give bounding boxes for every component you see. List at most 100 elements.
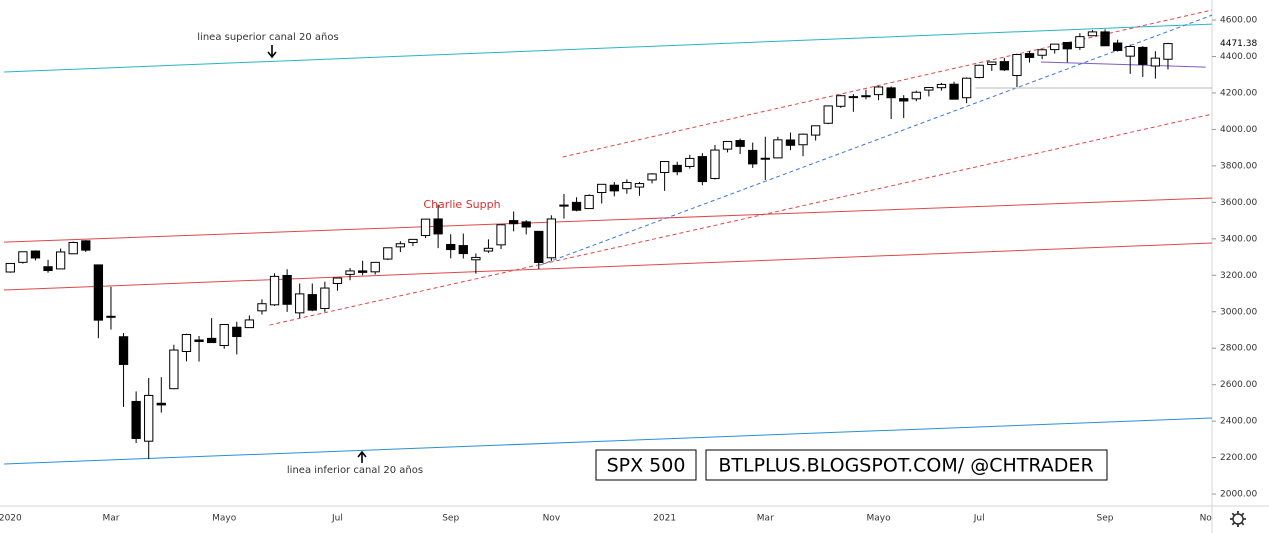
candle-body xyxy=(773,139,783,159)
source: BTLPLUS.BLOGSPOT.COM/ @CHTRADER xyxy=(718,455,1093,477)
candle-body xyxy=(848,96,859,99)
candle-body xyxy=(710,149,720,179)
candle-body xyxy=(144,394,154,442)
annotation: linea superior canal 20 años xyxy=(197,32,338,43)
candle-body xyxy=(1163,43,1173,60)
candle-body xyxy=(370,261,380,273)
x-tick-label: Mar xyxy=(757,514,774,524)
candle-body xyxy=(194,339,204,342)
x-tick-label: Mar xyxy=(102,514,119,524)
candle-body xyxy=(571,201,582,211)
candle-body xyxy=(43,266,53,272)
candle-body xyxy=(810,125,821,136)
candle-body xyxy=(232,326,242,338)
candle-body xyxy=(559,204,569,207)
candle-body xyxy=(534,230,544,264)
candle-body xyxy=(458,245,468,255)
candle-body xyxy=(609,184,619,192)
candle-body xyxy=(5,262,15,273)
x-tick-label: Nov xyxy=(543,514,561,524)
candle-body xyxy=(30,250,41,259)
candle-body xyxy=(68,241,78,255)
candle-body xyxy=(320,287,330,309)
candle-body xyxy=(219,324,229,346)
candle-body xyxy=(974,64,984,78)
trendline xyxy=(3,417,1213,465)
y-tick-label: 2800.00 xyxy=(1220,344,1257,354)
x-tick-label: Sep xyxy=(442,514,459,524)
x-tick-label: Jul xyxy=(331,514,343,524)
candle-body xyxy=(93,264,104,321)
x-tick-label: 2021 xyxy=(653,514,676,524)
candle-body xyxy=(1024,53,1035,58)
candle-body xyxy=(760,157,770,160)
y-tick-label: 2200.00 xyxy=(1220,453,1257,463)
candle-body xyxy=(244,319,255,329)
candle-body xyxy=(722,140,733,150)
candle-body xyxy=(206,337,217,344)
candle-body xyxy=(886,87,896,99)
candle-body xyxy=(672,164,682,173)
candle-body xyxy=(521,221,531,228)
y-tick-label: 2600.00 xyxy=(1220,380,1257,390)
candle-body xyxy=(18,251,28,263)
candle-body xyxy=(1150,57,1161,67)
trendline xyxy=(3,197,1213,243)
candle-body xyxy=(446,243,456,251)
annotation: Charlie Supph xyxy=(423,198,500,211)
candle-body xyxy=(924,87,934,91)
candle-body xyxy=(597,183,607,194)
candle-body xyxy=(546,218,557,259)
plot xyxy=(3,9,1213,465)
candle-body xyxy=(987,61,997,66)
candle-body xyxy=(295,293,305,314)
annotation: linea inferior canal 20 años xyxy=(287,465,423,476)
candle-body xyxy=(1100,31,1110,47)
y-tick-label: 3800.00 xyxy=(1220,161,1257,171)
candle-body xyxy=(433,218,443,235)
arrow-down xyxy=(267,45,277,59)
candle-body xyxy=(961,77,972,99)
candle-body xyxy=(1125,45,1135,57)
candle-body xyxy=(282,274,292,305)
title-box xyxy=(595,449,697,481)
candle-body xyxy=(483,247,494,252)
candle-body xyxy=(357,270,368,273)
y-tick-label: 3200.00 xyxy=(1220,271,1257,281)
candle-body xyxy=(647,173,657,181)
y-tick-label: 3400.00 xyxy=(1220,234,1257,244)
y-tick-label: 3600.00 xyxy=(1220,198,1257,208)
candle-body xyxy=(634,183,645,188)
candle-body xyxy=(622,181,632,190)
candle-body xyxy=(1138,46,1148,65)
candle-body xyxy=(508,220,519,225)
candle-body xyxy=(823,105,833,124)
trendline xyxy=(3,23,1213,73)
candle-body xyxy=(118,336,129,365)
x-tick-label: Mayo xyxy=(866,514,891,524)
candle-body xyxy=(269,275,280,306)
candle-body xyxy=(332,277,343,284)
trendline xyxy=(3,242,1213,291)
y-tick-label: 4200.00 xyxy=(1220,88,1257,98)
candle-body xyxy=(735,140,745,147)
trendline xyxy=(1040,61,1206,68)
candle-body xyxy=(899,98,909,102)
candle-body xyxy=(156,402,166,406)
candle-body xyxy=(55,251,66,270)
candle-body xyxy=(949,83,959,100)
candle-body xyxy=(748,149,758,165)
settings-icon[interactable] xyxy=(1230,511,1246,527)
candle-body xyxy=(861,95,871,98)
candle-body xyxy=(420,218,431,237)
chart-title: SPX 500 xyxy=(607,455,686,477)
y-tick-label: 2400.00 xyxy=(1220,417,1257,427)
candle-body xyxy=(911,91,921,100)
candle-body xyxy=(936,83,947,89)
candle-body xyxy=(1050,43,1060,51)
x-tick-label: 2020 xyxy=(0,514,22,524)
x-tick-label: Jul xyxy=(973,514,985,524)
candle-body xyxy=(169,349,179,390)
candle-body xyxy=(408,238,418,243)
